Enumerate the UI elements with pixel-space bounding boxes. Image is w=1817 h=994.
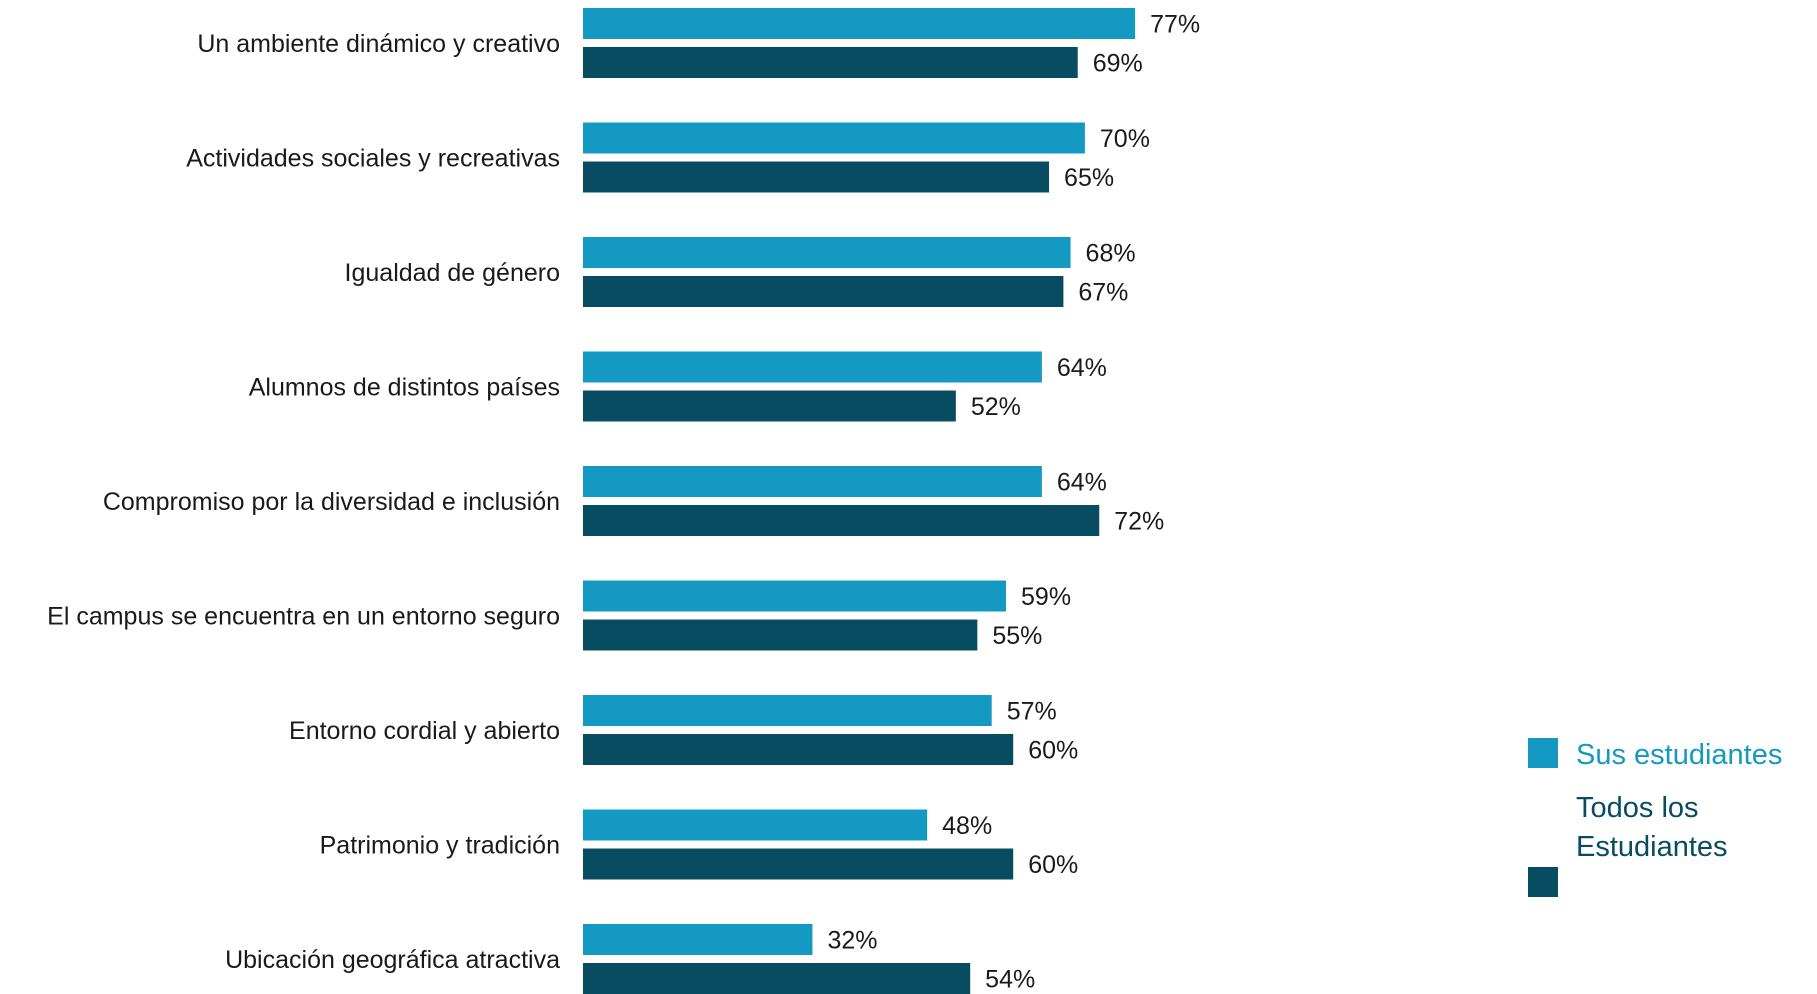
category-label-el-campus-se-encuentra-en-un-entorno-seguro: El campus se encuentra en un entorno seg… xyxy=(47,603,560,631)
bar-todos-los-estudiantes-patrimonio-y-tradicion xyxy=(583,848,1014,880)
legend-item-todos-los-estudiantes: Todos los Estudiantes xyxy=(1528,789,1782,897)
bar-todos-los-estudiantes-un-ambiente-dinamico-y-creativo xyxy=(583,47,1078,78)
value-label-todos-los-estudiantes-alumnos-de-distintos-paises: 52% xyxy=(971,393,1021,421)
value-label-todos-los-estudiantes-actividades-sociales-y-recreativas: 65% xyxy=(1064,164,1114,192)
value-label-sus-estudiantes-patrimonio-y-tradicion: 48% xyxy=(942,812,992,840)
bar-todos-los-estudiantes-entorno-cordial-y-abierto xyxy=(583,734,1014,765)
value-label-todos-los-estudiantes-ubicacion-geografica-atractiva: 54% xyxy=(985,966,1035,994)
value-label-todos-los-estudiantes-igualdad-de-genero: 67% xyxy=(1078,279,1128,307)
legend-label-sus-estudiantes: Sus estudiantes xyxy=(1576,739,1783,771)
legend-item-sus-estudiantes: Sus estudiantes xyxy=(1528,736,1782,775)
legend-label-todos-los-estudiantes: Todos los Estudiantes xyxy=(1576,792,1728,863)
value-label-sus-estudiantes-igualdad-de-genero: 68% xyxy=(1086,240,1136,268)
category-label-ubicacion-geografica-atractiva: Ubicación geográfica atractiva xyxy=(225,946,560,974)
bar-todos-los-estudiantes-igualdad-de-genero xyxy=(583,276,1064,307)
bar-todos-los-estudiantes-actividades-sociales-y-recreativas xyxy=(583,161,1050,193)
legend-swatch-todos-los-estudiantes xyxy=(1528,867,1558,897)
bar-sus-estudiantes-actividades-sociales-y-recreativas xyxy=(583,122,1085,154)
category-label-igualdad-de-genero: Igualdad de género xyxy=(345,259,560,287)
bar-todos-los-estudiantes-compromiso-por-la-diversidad-e-inclusion xyxy=(583,505,1100,536)
category-label-patrimonio-y-tradicion: Patrimonio y tradición xyxy=(320,832,560,860)
value-label-sus-estudiantes-un-ambiente-dinamico-y-creativo: 77% xyxy=(1150,11,1200,39)
value-label-todos-los-estudiantes-patrimonio-y-tradicion: 60% xyxy=(1028,851,1078,879)
value-label-sus-estudiantes-actividades-sociales-y-recreativas: 70% xyxy=(1100,125,1150,153)
value-label-sus-estudiantes-compromiso-por-la-diversidad-e-inclusion: 64% xyxy=(1057,469,1107,497)
value-label-sus-estudiantes-ubicacion-geografica-atractiva: 32% xyxy=(827,927,877,955)
value-label-todos-los-estudiantes-entorno-cordial-y-abierto: 60% xyxy=(1028,737,1078,765)
bar-todos-los-estudiantes-alumnos-de-distintos-paises xyxy=(583,390,956,422)
legend-swatch-sus-estudiantes xyxy=(1528,738,1558,768)
category-label-un-ambiente-dinamico-y-creativo: Un ambiente dinámico y creativo xyxy=(197,30,560,58)
value-label-todos-los-estudiantes-un-ambiente-dinamico-y-creativo: 69% xyxy=(1093,50,1143,78)
bar-sus-estudiantes-alumnos-de-distintos-paises xyxy=(583,351,1042,383)
category-label-compromiso-por-la-diversidad-e-inclusion: Compromiso por la diversidad e inclusión xyxy=(103,488,560,516)
value-label-sus-estudiantes-alumnos-de-distintos-paises: 64% xyxy=(1057,354,1107,382)
bar-sus-estudiantes-compromiso-por-la-diversidad-e-inclusion xyxy=(583,466,1042,497)
value-label-sus-estudiantes-entorno-cordial-y-abierto: 57% xyxy=(1007,698,1057,726)
bar-sus-estudiantes-el-campus-se-encuentra-en-un-entorno-seguro xyxy=(583,580,1007,612)
category-label-entorno-cordial-y-abierto: Entorno cordial y abierto xyxy=(289,717,560,745)
value-label-todos-los-estudiantes-compromiso-por-la-diversidad-e-inclusion: 72% xyxy=(1114,508,1164,536)
bar-todos-los-estudiantes-el-campus-se-encuentra-en-un-entorno-seguro xyxy=(583,619,978,651)
value-label-todos-los-estudiantes-el-campus-se-encuentra-en-un-entorno-seguro: 55% xyxy=(992,622,1042,650)
legend: Sus estudiantes Todos los Estudiantes xyxy=(1528,736,1782,911)
category-label-alumnos-de-distintos-paises: Alumnos de distintos países xyxy=(249,374,560,402)
bar-sus-estudiantes-entorno-cordial-y-abierto xyxy=(583,695,992,726)
bar-sus-estudiantes-ubicacion-geografica-atractiva xyxy=(583,924,813,955)
bar-sus-estudiantes-patrimonio-y-tradicion xyxy=(583,809,928,841)
category-label-actividades-sociales-y-recreativas: Actividades sociales y recreativas xyxy=(186,145,560,173)
bar-sus-estudiantes-un-ambiente-dinamico-y-creativo xyxy=(583,8,1136,39)
bar-sus-estudiantes-igualdad-de-genero xyxy=(583,237,1071,268)
bar-todos-los-estudiantes-ubicacion-geografica-atractiva xyxy=(583,963,971,994)
value-label-sus-estudiantes-el-campus-se-encuentra-en-un-entorno-seguro: 59% xyxy=(1021,583,1071,611)
